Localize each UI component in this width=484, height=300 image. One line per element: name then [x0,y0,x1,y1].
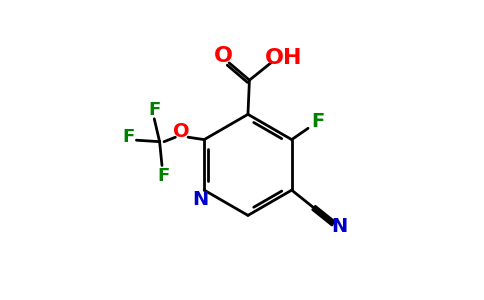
Text: O: O [173,122,190,141]
Text: OH: OH [265,48,302,68]
Text: O: O [214,46,233,66]
Text: N: N [193,190,209,208]
Text: F: F [122,128,135,146]
Text: F: F [157,167,169,185]
Text: N: N [332,218,348,236]
Text: F: F [149,101,161,119]
Text: F: F [311,112,324,131]
